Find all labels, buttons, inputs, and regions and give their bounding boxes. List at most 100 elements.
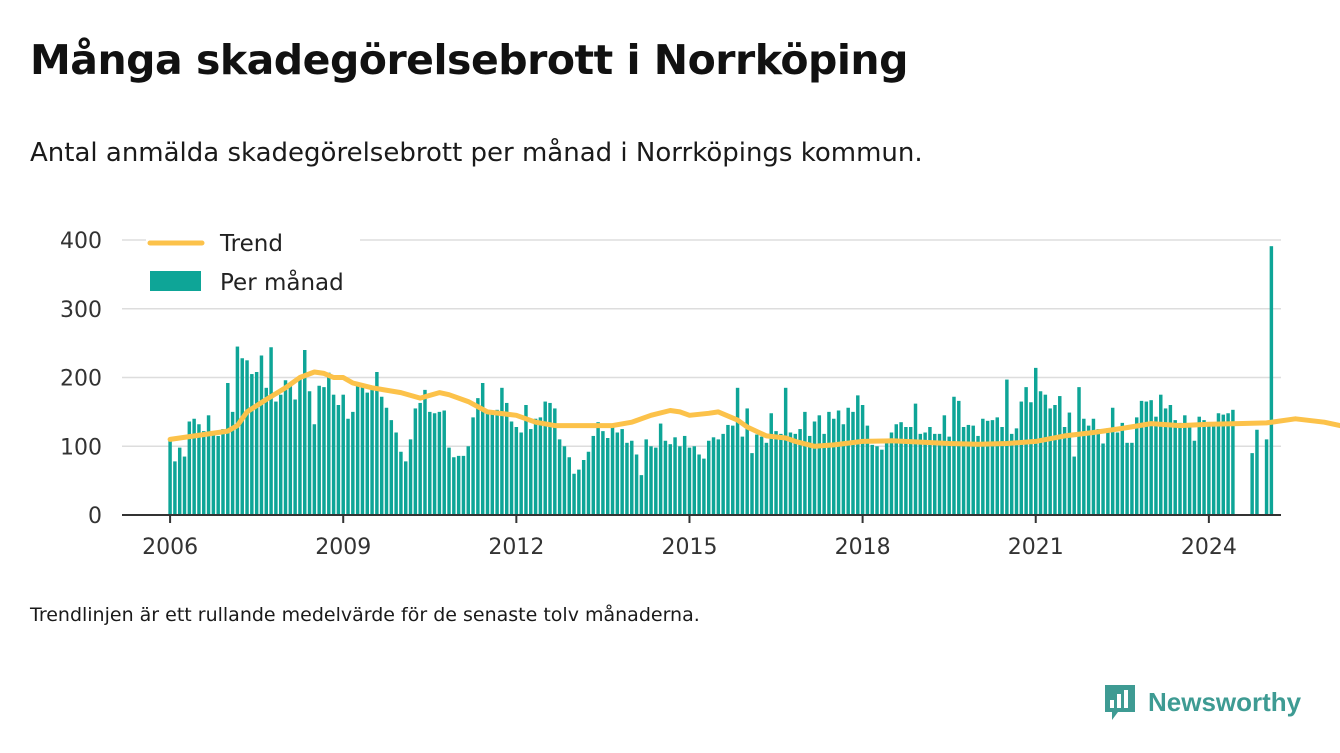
bar (591, 435, 596, 515)
bar (668, 444, 672, 515)
bar (817, 415, 822, 515)
bar (389, 420, 394, 515)
bar (740, 436, 745, 515)
bar (803, 411, 807, 515)
bar (731, 425, 735, 515)
bar (1058, 396, 1062, 515)
bar (625, 442, 629, 515)
bar (471, 417, 475, 515)
bar (413, 408, 418, 515)
bar (913, 403, 918, 515)
bar (1173, 420, 1177, 515)
bar (961, 427, 966, 515)
bar (875, 446, 879, 515)
bar (206, 415, 211, 515)
bar (990, 420, 995, 515)
bar (1019, 401, 1024, 515)
bar (610, 423, 615, 515)
chart-subtitle: Antal anmälda skadegörelsebrott per måna… (30, 138, 923, 168)
bar (514, 427, 519, 515)
bar (1202, 420, 1206, 515)
bar (726, 424, 730, 515)
bar (346, 418, 350, 515)
bar (1231, 409, 1235, 515)
bar (307, 391, 312, 515)
bar (620, 429, 624, 515)
trend-line (167, 369, 1340, 449)
bar (399, 451, 403, 515)
bar (538, 417, 543, 515)
bar (283, 380, 288, 515)
bar (432, 413, 437, 515)
x-tick-label: 2012 (488, 535, 544, 560)
bar (278, 394, 283, 515)
bar (577, 469, 581, 515)
bar (1207, 422, 1211, 515)
bar (586, 451, 591, 515)
bar (601, 431, 605, 515)
bar (197, 424, 201, 515)
bar (202, 431, 206, 515)
bar (1163, 408, 1168, 515)
bar (1139, 400, 1144, 515)
bar (1144, 401, 1149, 515)
bar (976, 435, 980, 515)
bar (735, 387, 740, 515)
bar (904, 427, 908, 515)
bar (1192, 440, 1197, 515)
bar (394, 432, 398, 515)
bar (759, 436, 764, 515)
bar (1106, 428, 1110, 515)
bar (889, 432, 894, 515)
bar (779, 433, 783, 515)
bar (418, 402, 422, 515)
bar (995, 417, 999, 515)
bar (293, 399, 297, 515)
bar (567, 457, 571, 515)
bar (331, 394, 336, 515)
bar (764, 442, 769, 515)
legend: Trend Per månad (146, 227, 360, 305)
bar (870, 444, 874, 515)
bar (274, 401, 278, 515)
bar (461, 455, 466, 515)
bar (437, 411, 442, 515)
bar (755, 434, 759, 515)
bar (211, 432, 216, 515)
bar (485, 413, 490, 515)
bar (711, 437, 716, 515)
bar (807, 435, 812, 515)
bar (168, 439, 172, 515)
bar (375, 372, 379, 515)
y-tick-label: 0 (88, 504, 102, 529)
bar (317, 385, 321, 515)
bar (466, 446, 470, 515)
bar (192, 418, 196, 515)
y-tick-label: 400 (60, 229, 102, 254)
bar (981, 418, 985, 515)
bar (860, 405, 865, 515)
bar (682, 435, 687, 515)
x-tick-label: 2015 (661, 535, 717, 560)
bar (562, 446, 567, 515)
bar (933, 433, 937, 515)
bar (966, 424, 971, 515)
bar (187, 421, 192, 515)
bar (788, 432, 793, 515)
bar (572, 473, 576, 515)
x-tick-label: 2024 (1181, 535, 1237, 560)
bar (235, 346, 240, 515)
bar (355, 385, 360, 515)
bar (1269, 246, 1274, 515)
bar (851, 411, 855, 515)
bar (1264, 439, 1269, 515)
bar (658, 423, 663, 515)
bar (480, 383, 485, 515)
bar (846, 407, 850, 515)
bar (832, 418, 836, 515)
bar (581, 460, 586, 515)
bar (702, 458, 706, 515)
trend-series (167, 369, 1340, 449)
chart-title: Många skadegörelsebrott i Norrköping (30, 36, 908, 84)
bar (533, 418, 538, 515)
